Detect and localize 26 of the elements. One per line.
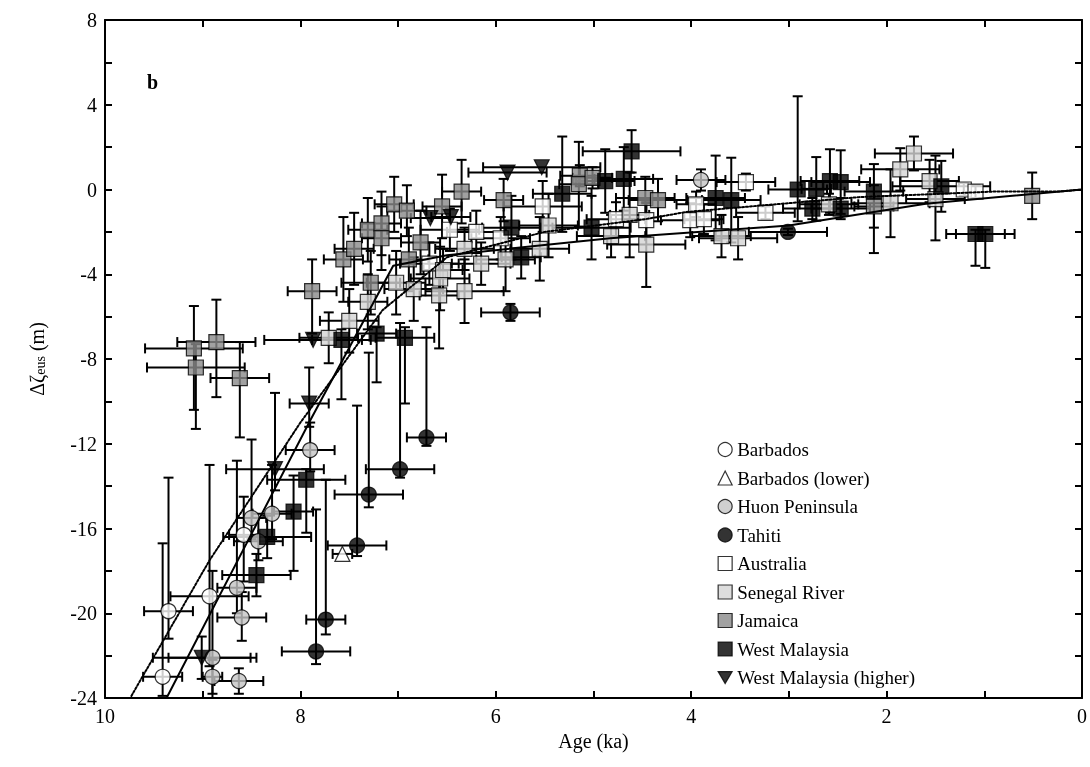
y-tick-label: -12 bbox=[70, 432, 97, 455]
legend-label: West Malaysia bbox=[737, 638, 850, 660]
x-tick-label: 0 bbox=[1077, 705, 1087, 727]
x-tick-label: 6 bbox=[490, 705, 501, 727]
y-tick-label: -8 bbox=[80, 348, 97, 370]
y-tick-label: 8 bbox=[87, 9, 97, 31]
y-tick-label: -20 bbox=[70, 602, 97, 625]
annotation: b bbox=[147, 71, 159, 93]
y-tick-label: 4 bbox=[87, 93, 97, 116]
legend-label: Senegal River bbox=[737, 581, 845, 603]
y-tick-label: -16 bbox=[70, 517, 97, 540]
x-axis-title: Age (ka) bbox=[558, 729, 629, 753]
x-tick-label: 4 bbox=[686, 705, 697, 727]
y-tick-label: 0 bbox=[87, 178, 97, 201]
legend-label: Jamaica bbox=[737, 610, 799, 631]
legend-label: Barbados (lower) bbox=[737, 467, 870, 490]
x-tick-label: 8 bbox=[295, 705, 306, 727]
y-tick-label: -24 bbox=[70, 687, 97, 709]
x-tick-label: 2 bbox=[881, 705, 892, 727]
legend-label: Huon Peninsula bbox=[737, 496, 859, 517]
legend-label: Australia bbox=[737, 553, 808, 574]
y-tick-label: -4 bbox=[80, 263, 97, 286]
x-tick-label: 10 bbox=[95, 705, 115, 727]
legend-label: Barbados bbox=[737, 439, 809, 460]
legend-label: Tahiti bbox=[737, 524, 782, 546]
legend-label: West Malaysia (higher) bbox=[737, 667, 915, 689]
